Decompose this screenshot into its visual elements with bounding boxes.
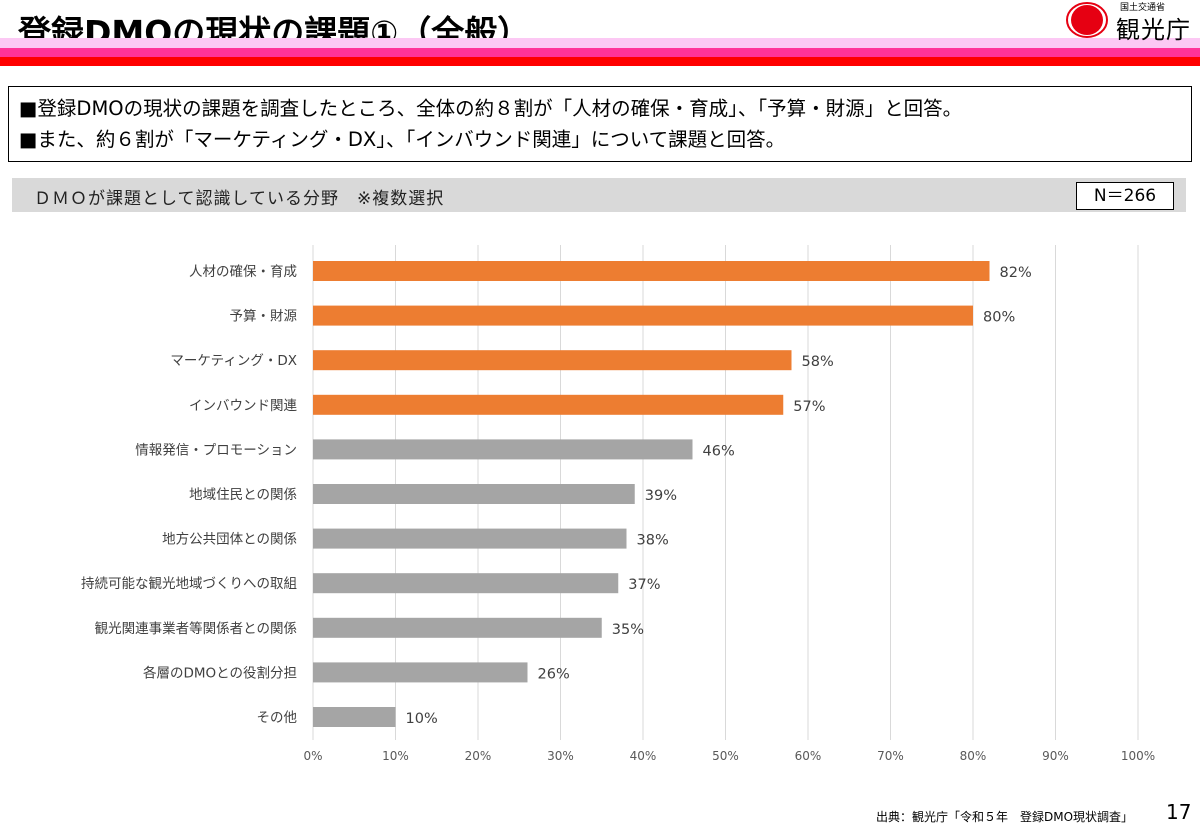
x-tick-label: 60% [795,749,822,763]
x-tick-label: 70% [877,749,904,763]
data-label: 46% [703,443,735,459]
x-tick-label: 10% [382,749,409,763]
category-label: その他 [257,710,298,726]
bar [313,484,635,504]
summary-line: ■登録DMOの現状の課題を調査したところ、全体の約８割が「人材の確保・育成」、「… [19,97,963,120]
logo-agency: 観光庁 [1116,16,1191,44]
bar [313,662,528,683]
data-label: 80% [983,310,1015,326]
data-label: 38% [637,533,669,549]
bar [313,617,602,638]
bar [313,707,396,727]
chart-header-band: ＤＭＯが課題として認識している分野 ※複数選択 [12,178,1186,212]
x-tick-label: 0% [303,749,322,763]
x-tick-label: 20% [465,749,492,763]
category-label: 予算・財源 [230,309,298,325]
data-label: 58% [802,354,834,370]
summary-box: ■登録DMOの現状の課題を調査したところ、全体の約８割が「人材の確保・育成」、「… [8,86,1192,162]
source-note: 出典：観光庁「令和５年 登録DMO現状調査」 [876,810,1134,824]
category-label: 人材の確保・育成 [189,264,297,280]
x-tick-label: 40% [630,749,657,763]
data-label: 82% [1000,265,1032,281]
category-label: 地方公共団体との関係 [162,532,297,548]
data-label: 26% [538,666,570,682]
bar [313,528,627,549]
chart-header-label: ＤＭＯが課題として認識している分野 ※複数選択 [34,189,445,209]
category-label: マーケティング・DX [170,353,297,369]
category-label: 持続可能な観光地域づくりへの取組 [81,575,297,592]
data-label: 39% [645,488,677,504]
logo-ministry: 国土交通省 [1120,3,1166,13]
bar [313,305,973,326]
page-number: 17 [1166,800,1192,824]
data-label: 57% [793,399,825,415]
title-stripe-pink [0,48,1200,57]
data-label: 35% [612,622,644,638]
bar [313,261,990,281]
category-label: 観光関連事業者等関係者との関係 [95,620,297,637]
bar [313,439,693,460]
x-tick-label: 100% [1121,749,1155,763]
x-tick-label: 50% [712,749,739,763]
summary-line: ■また、約６割が「マーケティング・DX」、「インバウンド関連」について課題と回答… [19,128,786,151]
bar [313,350,792,371]
x-tick-label: 90% [1042,749,1069,763]
category-label: 情報発信・プロモーション [135,442,297,458]
bar [313,573,619,594]
category-label: 各層のDMOとの役割分担 [143,664,297,681]
title-stripe-light [0,38,1200,48]
bar [313,394,784,415]
title-stripe-red [0,57,1200,66]
data-label: 37% [628,577,660,593]
x-tick-label: 80% [960,749,987,763]
category-label: 地域住民との関係 [189,487,297,503]
data-label: 10% [406,711,438,727]
x-tick-label: 30% [547,749,574,763]
sample-size-box: N＝266 [1076,182,1174,210]
category-label: インバウンド関連 [189,398,297,414]
agency-logo-icon [1066,2,1108,38]
